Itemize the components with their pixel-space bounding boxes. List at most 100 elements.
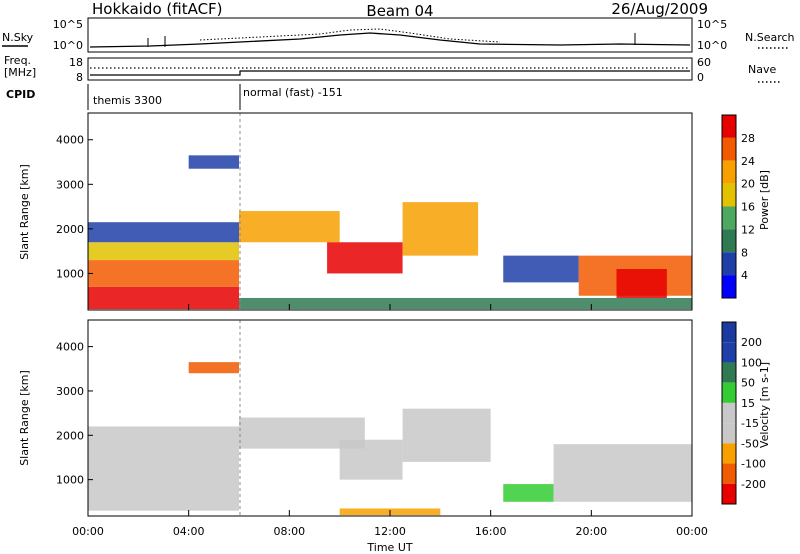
- power-heatmap-group: [87, 112, 693, 311]
- x-tick-label-2: 08:00: [273, 525, 305, 538]
- data-region-6: [327, 242, 403, 274]
- y-tick-label-1: 2000: [56, 429, 84, 442]
- y-tick-label-2: 3000: [56, 385, 84, 398]
- sky-left-tick-bottom: 10^0: [53, 39, 83, 52]
- colorbar-swatch-0: [722, 115, 736, 138]
- colorbar-tick-4: 12: [741, 223, 755, 236]
- velocity-colorbar: 200 100 50 15 -15 -50 -100 -200: [721, 321, 766, 505]
- data-region-8: [503, 255, 579, 283]
- cpid-label: CPID: [6, 88, 35, 101]
- data-region-11: [239, 297, 692, 310]
- freq-label-1: Freq.: [4, 54, 31, 67]
- velocity-regions: [88, 362, 692, 516]
- sky-left-label: N.Sky: [2, 31, 34, 44]
- freq-trace: [90, 70, 690, 76]
- sky-right-tick-bottom: 10^0: [697, 39, 727, 52]
- colorbar-tick-0: 200: [741, 336, 762, 349]
- colorbar-swatch-2: [722, 160, 736, 184]
- colorbar-swatch-4: [722, 206, 736, 230]
- cpid-segment-2: normal (fast) -151: [243, 86, 343, 99]
- colorbar-tick-5: 8: [741, 246, 748, 259]
- colorbar-tick-4: -15: [741, 417, 759, 430]
- data-region-5: [553, 444, 692, 502]
- colorbar-swatch-1: [722, 342, 736, 363]
- colorbar-swatch-4: [722, 402, 736, 424]
- colorbar-swatch-0: [722, 322, 736, 343]
- sky-right-tick-top: 10^5: [697, 18, 727, 31]
- nave-tick-bottom: 0: [697, 71, 704, 84]
- power-colorbar: 28 24 20 16 12 8 4: [721, 114, 755, 299]
- nsky-trace: [89, 32, 691, 48]
- colorbar-tick-0: 28: [741, 132, 755, 145]
- cpid-segment-1: themis 3300: [93, 94, 162, 107]
- colorbar-frame: [721, 114, 737, 299]
- nave-label: Nave: [748, 63, 776, 76]
- power-regions: [88, 155, 692, 310]
- time-axis: 00:00 04:00 08:00 12:00 16:00 20:00 00:00: [72, 304, 708, 538]
- x-tick-label-0: 00:00: [72, 525, 104, 538]
- colorbar-swatch-5: [722, 229, 736, 253]
- colorbar-swatch-3: [722, 183, 736, 207]
- data-region-4: [503, 484, 554, 502]
- y-tick-label-0: 1000: [56, 474, 84, 487]
- x-tick-label-1: 04:00: [173, 525, 205, 538]
- y-tick-label-3: 4000: [56, 134, 84, 147]
- data-region-5: [239, 211, 340, 243]
- data-region-4: [188, 155, 239, 169]
- colorbar-swatch-3: [722, 382, 736, 403]
- x-tick-label-4: 16:00: [475, 525, 507, 538]
- data-region-7: [402, 202, 479, 256]
- colorbar-swatch-1: [722, 137, 736, 161]
- freq-tick-top: 18: [69, 56, 83, 69]
- x-tick-label-3: 12:00: [374, 525, 406, 538]
- data-region-2: [339, 439, 403, 480]
- data-region-1: [88, 260, 239, 287]
- nsearch-trace: [199, 28, 501, 43]
- data-region-2: [88, 242, 239, 261]
- y-tick-label-0: 1000: [56, 267, 84, 280]
- colorbar-swatch-7: [722, 275, 736, 298]
- colorbar-swatch-2: [722, 362, 736, 383]
- x-tick-label-5: 20:00: [575, 525, 607, 538]
- colorbar-tick-6: 4: [741, 269, 748, 282]
- colorbar-swatch-6: [722, 443, 736, 464]
- colorbar-tick-7: -200: [741, 478, 766, 491]
- data-region-3: [88, 222, 239, 243]
- beam-label: Beam 04: [366, 2, 433, 20]
- velocity-ylabel: Slant Range [km]: [18, 370, 31, 466]
- colorbar-tick-6: -100: [741, 458, 766, 471]
- power-colorbar-label: Power [dB]: [758, 170, 771, 230]
- freq-panel-frame: [87, 57, 693, 81]
- colorbar-swatch-5: [722, 423, 736, 444]
- colorbar-swatch-8: [722, 483, 736, 504]
- power-ylabel: Slant Range [km]: [18, 164, 31, 260]
- date-label: 26/Aug/2009: [611, 0, 708, 18]
- power-y-axis: 1000 2000 3000 4000: [56, 134, 93, 280]
- velocity-heatmap-group: [87, 319, 693, 517]
- x-tick-label-6: 00:00: [676, 525, 708, 538]
- colorbar-tick-1: 24: [741, 155, 755, 168]
- colorbar-frame: [721, 321, 737, 505]
- data-region-3: [402, 408, 491, 462]
- velocity-colorbar-label: Velocity [m s-1]: [758, 362, 771, 448]
- colorbar-tick-3: 16: [741, 201, 755, 214]
- freq-tick-bottom: 8: [76, 71, 83, 84]
- colorbar-tick-3: 15: [741, 397, 755, 410]
- colorbar-tick-5: -50: [741, 437, 759, 450]
- colorbar-swatch-6: [722, 252, 736, 276]
- colorbar-tick-2: 20: [741, 178, 755, 191]
- colorbar-swatch-7: [722, 463, 736, 484]
- site-title: Hokkaido (fitACF): [92, 0, 223, 18]
- data-region-10: [616, 268, 667, 298]
- sky-left-tick-top: 10^5: [53, 18, 83, 31]
- colorbar-tick-1: 100: [741, 356, 762, 369]
- y-tick-label-1: 2000: [56, 223, 84, 236]
- time-axis-label: Time UT: [366, 541, 412, 554]
- sky-panel-frame: [87, 17, 693, 53]
- velocity-y-axis: 1000 2000 3000 4000: [56, 341, 93, 487]
- y-tick-label-3: 4000: [56, 341, 84, 354]
- data-region-7: [188, 362, 239, 374]
- nave-tick-top: 60: [697, 56, 711, 69]
